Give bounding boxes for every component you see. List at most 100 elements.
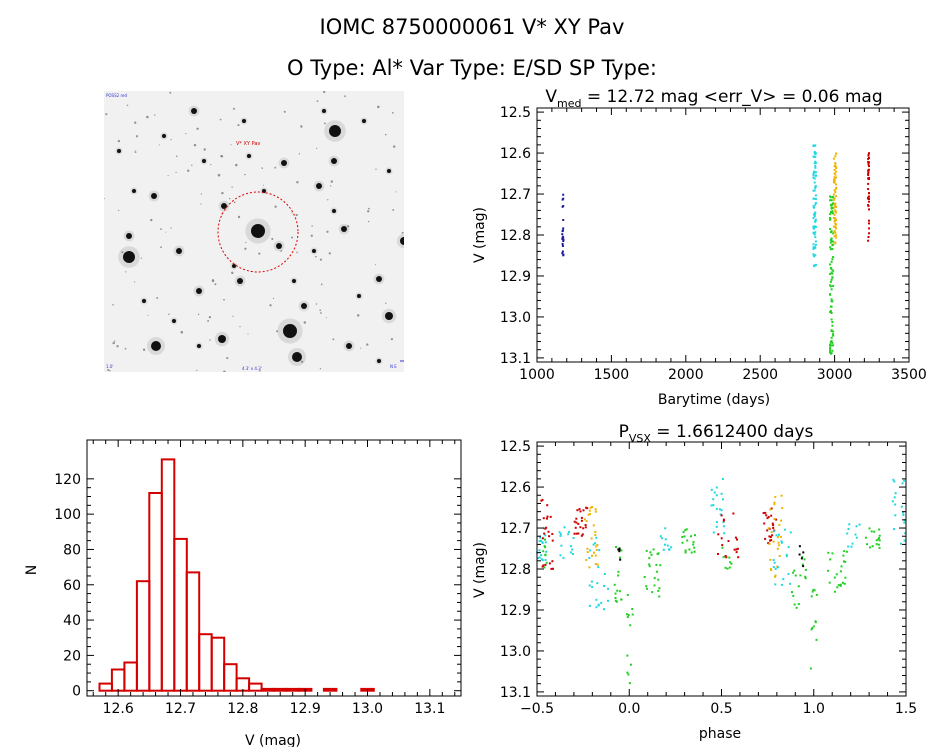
phased-point xyxy=(545,550,548,553)
sky-faint-star xyxy=(367,207,370,210)
lightcurve-point xyxy=(831,349,834,352)
sky-faint-star xyxy=(214,283,217,286)
lightcurve-point xyxy=(829,284,832,287)
phased-point xyxy=(588,509,591,512)
phased-point xyxy=(851,542,854,545)
lightcurve-point xyxy=(868,200,870,203)
phased-point xyxy=(591,506,594,508)
lightcurve-point xyxy=(833,220,836,223)
sky-star xyxy=(377,359,381,363)
lightcurve-point xyxy=(833,178,836,181)
sky-faint-star xyxy=(113,340,116,342)
sky-faint-star xyxy=(140,257,143,259)
lightcurve-point xyxy=(829,213,832,216)
lightcurve-point xyxy=(812,246,815,249)
sky-faint-star xyxy=(319,258,322,261)
sky-star xyxy=(251,224,265,238)
lightcurve-point xyxy=(812,144,815,147)
lightcurve-point xyxy=(867,171,870,174)
lightcurve-point xyxy=(835,234,838,237)
phased-point xyxy=(713,491,716,494)
phased-point xyxy=(801,556,804,558)
phased-point xyxy=(736,547,739,550)
lightcurve-point xyxy=(835,176,838,179)
lightcurve-point xyxy=(829,263,832,266)
phased-point xyxy=(839,583,842,586)
lightcurve-point xyxy=(835,170,838,173)
sky-faint-star xyxy=(332,338,335,341)
sky-faint-star xyxy=(269,304,272,307)
phased-point xyxy=(762,512,765,515)
sky-faint-star xyxy=(395,191,397,193)
phased-point xyxy=(666,544,669,547)
phased-point xyxy=(551,560,554,563)
lightcurve-point xyxy=(814,187,817,190)
phased-point xyxy=(590,580,593,583)
sky-faint-star xyxy=(229,197,231,200)
sky-faint-star xyxy=(150,218,153,222)
phased-point xyxy=(542,564,545,567)
phased-point xyxy=(799,574,802,577)
phased-ylabel: V (mag) xyxy=(472,542,488,598)
lightcurve-point xyxy=(868,232,870,235)
phased-point xyxy=(843,582,846,585)
phased-point xyxy=(866,543,869,546)
phased-point xyxy=(549,515,552,518)
phased-point xyxy=(829,558,832,561)
phased-point xyxy=(588,584,591,587)
phased-point xyxy=(875,539,878,542)
phased-point xyxy=(559,533,562,536)
phased-point xyxy=(782,578,785,581)
lightcurve-point xyxy=(832,217,835,219)
sky-faint-star xyxy=(193,143,197,147)
lightcurve-point xyxy=(834,155,837,158)
lightcurve-point xyxy=(832,240,835,243)
lightcurve-point xyxy=(830,237,833,240)
lightcurve-point xyxy=(833,180,836,183)
phased-point xyxy=(715,507,718,510)
lightcurve-point xyxy=(834,231,837,234)
histogram-bar xyxy=(185,571,201,692)
phased-point xyxy=(778,544,781,547)
lightcurve-point xyxy=(812,243,815,246)
phased-point xyxy=(594,508,597,511)
phased-point xyxy=(573,520,576,523)
lightcurve-point xyxy=(834,205,837,207)
phased-point xyxy=(578,508,581,511)
phased-point xyxy=(607,599,609,602)
phased-point xyxy=(652,548,655,551)
phased-point xyxy=(651,591,654,594)
phased-point xyxy=(810,595,813,598)
phased-point xyxy=(835,573,838,576)
sky-faint-star xyxy=(235,163,238,167)
phased-point xyxy=(780,494,783,497)
sky-star xyxy=(385,312,393,320)
lightcurve-point xyxy=(831,324,834,327)
sky-faint-star xyxy=(392,145,396,148)
sky-faint-star xyxy=(200,203,202,205)
phased-point xyxy=(694,534,696,537)
sky-faint-star xyxy=(319,309,322,312)
phased-point xyxy=(717,553,719,555)
lightcurve-point xyxy=(868,208,870,211)
lightcurve-point xyxy=(830,300,833,303)
phased-point xyxy=(797,585,800,588)
y-tick-label: 13.0 xyxy=(500,310,531,326)
lightcurve-point xyxy=(831,248,834,250)
x-tick-label: 1500 xyxy=(594,367,630,383)
sky-faint-star xyxy=(185,132,187,135)
histogram-bar xyxy=(260,687,275,692)
phased-point xyxy=(774,574,777,577)
lightcurve-point xyxy=(834,202,837,205)
sky-faint-star xyxy=(276,330,279,333)
x-tick-label: 13.0 xyxy=(352,701,383,717)
phased-point xyxy=(685,528,688,531)
phased-point xyxy=(811,627,814,630)
phased-point xyxy=(771,534,774,537)
sky-faint-star xyxy=(374,264,376,266)
lightcurve-point xyxy=(834,191,837,193)
phased-point xyxy=(540,539,543,542)
y-tick-label: 12.7 xyxy=(500,521,531,537)
phased-point xyxy=(681,541,684,544)
phased-point xyxy=(841,581,844,584)
